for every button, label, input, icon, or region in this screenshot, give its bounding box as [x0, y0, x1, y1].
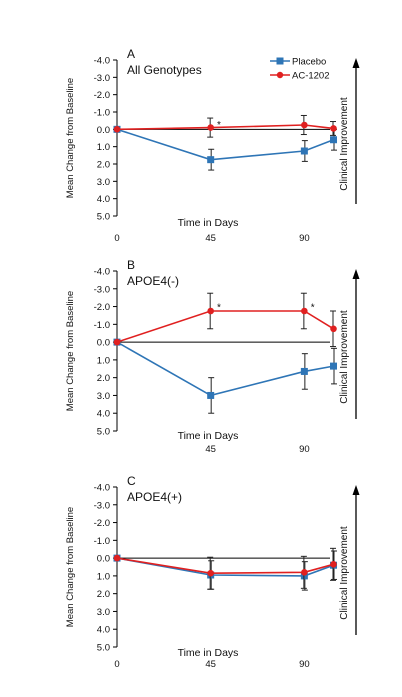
panel-letter: A [127, 47, 135, 61]
data-point [113, 126, 121, 133]
x-axis-label: Time in Days [178, 430, 239, 442]
data-point [330, 325, 337, 333]
arrow-head-icon [352, 58, 360, 68]
x-tick-label: 90 [299, 659, 310, 670]
y-tick-label: 2.0 [97, 160, 110, 171]
y-tick-label: -3.0 [94, 73, 110, 84]
x-tick-label: 45 [205, 444, 216, 455]
data-point [207, 156, 215, 164]
legend-marker [276, 57, 284, 65]
series-line [116, 341, 334, 397]
y-tick-label: 4.0 [97, 625, 110, 636]
legend: Placebo AC-1202 [270, 57, 330, 82]
y-tick-label: -2.0 [94, 302, 110, 313]
arrow-head-icon [352, 485, 360, 495]
y-tick-label: 2.0 [97, 589, 110, 600]
series-ac-1202 [113, 114, 337, 138]
y-tick-label: -2.0 [94, 90, 110, 101]
data-point [301, 307, 308, 315]
panel-title: APOE4(+) [127, 490, 182, 504]
series-ac-1202 [113, 292, 337, 348]
y-tick-label: -2.0 [94, 518, 110, 529]
x-tick-label: 0 [114, 659, 119, 670]
panel-letter: B [127, 258, 135, 272]
y-tick-label: 5.0 [97, 427, 110, 438]
legend-label: Placebo [292, 57, 326, 68]
data-point [330, 561, 337, 568]
y-tick-label: -1.0 [94, 536, 110, 547]
x-axis-label: Time in Days [178, 217, 239, 229]
data-point [330, 125, 337, 132]
data-point [113, 338, 121, 346]
data-point [207, 569, 214, 577]
arrow-head-icon [352, 269, 360, 279]
panel-title: All Genotypes [127, 63, 202, 77]
data-point [330, 362, 338, 370]
data-point [207, 307, 214, 315]
data-point [300, 367, 308, 375]
data-point [301, 569, 308, 576]
y-tick-label: -1.0 [94, 320, 110, 331]
clinical-improvement-label: Clinical Improvement [339, 97, 350, 191]
data-point [207, 124, 214, 131]
y-tick-label: -3.0 [94, 500, 110, 511]
y-tick-label: 0.0 [97, 125, 110, 136]
chart-panel-a: -4.0 -3.0 -2.0 -1.0 0.0 1.0 2.0 3.0 4.0 5.0 Mean C… [65, 47, 360, 244]
significance-marker: * [217, 120, 221, 131]
series-line [116, 310, 334, 343]
chart-panel-c: -4.0 -3.0 -2.0 -1.0 0.0 1.0 2.0 3.0 4.0 5.0 Mean C… [65, 474, 360, 670]
y-axis-label: Mean Change from Baseline [65, 507, 76, 627]
x-tick-label: 90 [299, 233, 310, 244]
series-line [116, 124, 334, 131]
series-line [116, 128, 334, 161]
legend-marker [276, 71, 284, 79]
panel-letter: C [127, 474, 136, 488]
y-axis-label: Mean Change from Baseline [65, 78, 76, 198]
x-tick-label: 45 [205, 233, 216, 244]
y-tick-label: 1.0 [97, 571, 110, 582]
series-ac-1202 [113, 547, 337, 590]
y-tick-label: 0.0 [97, 338, 110, 349]
y-tick-label: 3.0 [97, 607, 110, 618]
x-axis-label: Time in Days [178, 647, 239, 659]
data-point [207, 391, 215, 399]
chart-panel-b: -4.0 -3.0 -2.0 -1.0 0.0 1.0 2.0 3.0 4.0 5.0 Mean C… [65, 258, 360, 455]
panel-title: APOE4(-) [127, 274, 179, 288]
y-tick-label: 2.0 [97, 373, 110, 384]
series-line [116, 557, 334, 577]
y-tick-label: 5.0 [97, 643, 110, 654]
y-tick-label: 3.0 [97, 391, 110, 402]
y-tick-label: -4.0 [94, 483, 110, 494]
y-tick-label: 3.0 [97, 177, 110, 188]
y-tick-label: 1.0 [97, 355, 110, 366]
y-tick-label: -1.0 [94, 108, 110, 119]
y-tick-label: 4.0 [97, 194, 110, 205]
y-tick-label: 1.0 [97, 142, 110, 153]
legend-entry: Placebo [270, 57, 326, 68]
data-point [301, 121, 308, 129]
y-tick-label: 0.0 [97, 554, 110, 565]
clinical-improvement-label: Clinical Improvement [339, 310, 350, 404]
legend-label: AC-1202 [292, 71, 330, 82]
significance-marker: * [217, 303, 221, 314]
x-tick-label: 45 [205, 659, 216, 670]
legend-entry: AC-1202 [270, 71, 330, 82]
y-tick-label: 4.0 [97, 409, 110, 420]
y-tick-label: -3.0 [94, 284, 110, 295]
y-axis-label: Mean Change from Baseline [65, 291, 76, 411]
data-point [300, 147, 308, 155]
significance-marker: * [311, 303, 315, 314]
clinical-improvement-label: Clinical Improvement [339, 526, 350, 620]
series-placebo [113, 338, 338, 414]
y-tick-label: -4.0 [94, 267, 110, 278]
y-tick-label: 5.0 [97, 212, 110, 223]
series-line [116, 557, 334, 575]
data-point [113, 554, 121, 562]
data-point [330, 136, 338, 144]
y-tick-label: -4.0 [94, 56, 110, 67]
x-tick-label: 0 [114, 233, 119, 244]
x-tick-label: 90 [299, 444, 310, 455]
